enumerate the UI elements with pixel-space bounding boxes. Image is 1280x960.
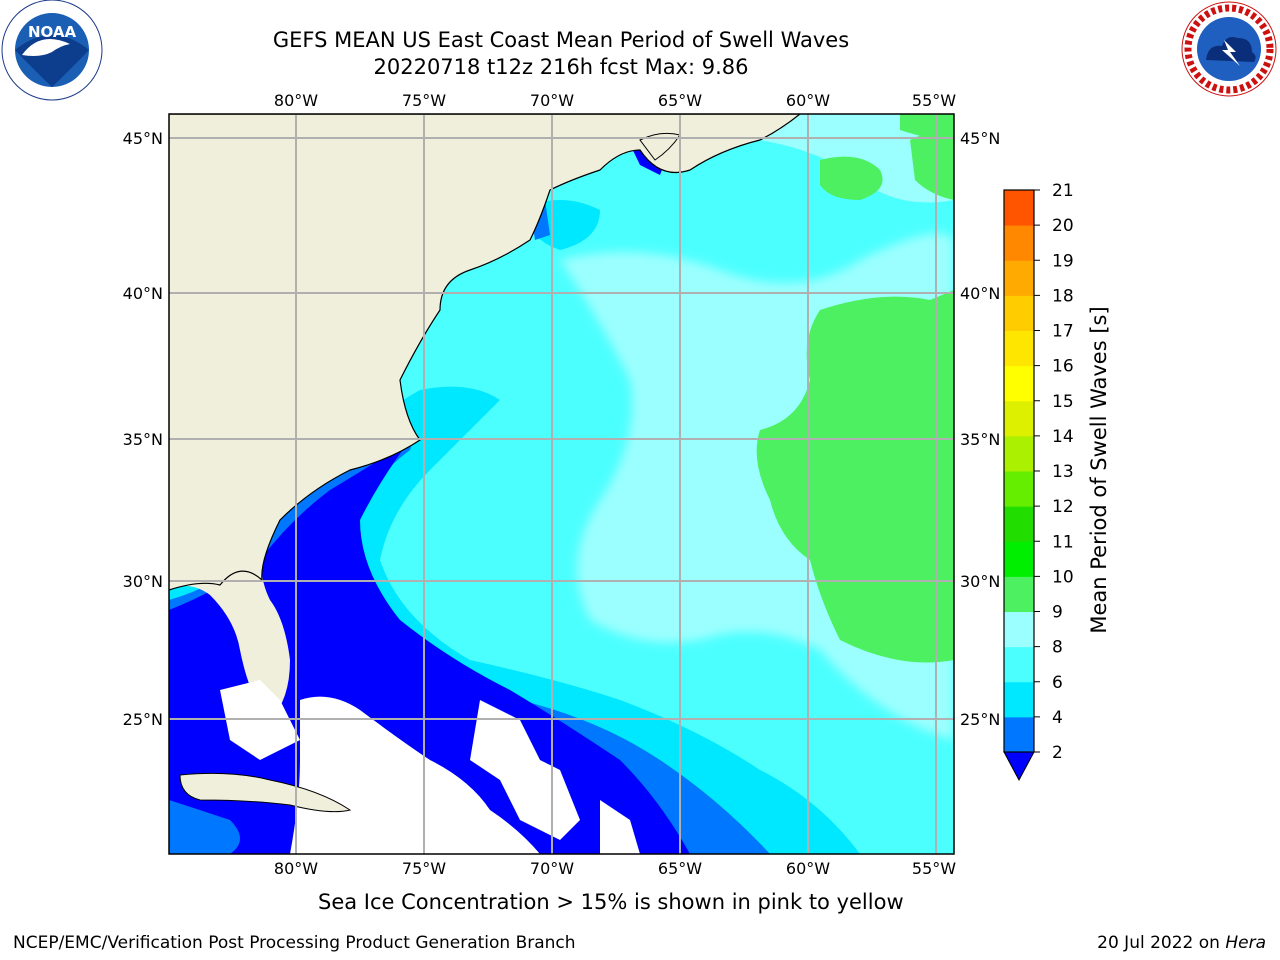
lon-labels-bottom: 80°W 75°W 70°W 65°W 60°W 55°W (274, 859, 956, 878)
lon-labels-top: 80°W 75°W 70°W 65°W 60°W 55°W (274, 91, 956, 110)
lat-label: 40°N (123, 284, 163, 303)
colorbar-tick-label: 19 (1052, 251, 1074, 271)
lon-label: 75°W (402, 91, 446, 110)
lat-labels-left: 45°N 40°N 35°N 30°N 25°N (123, 129, 163, 729)
colorbar-tick-label: 13 (1052, 462, 1074, 482)
colorbar-tick-label: 14 (1052, 427, 1074, 447)
host-name: Hera (1225, 933, 1266, 953)
lat-label: 45°N (123, 129, 163, 148)
colorbar-tick-label: 9 (1052, 603, 1063, 623)
colorbar-segment (1004, 576, 1034, 612)
lat-labels-right: 45°N 40°N 35°N 30°N 25°N (960, 129, 1000, 729)
lat-label: 30°N (960, 572, 1000, 591)
colorbar-tick-label: 18 (1052, 286, 1074, 306)
map-title: GEFS MEAN US East Coast Mean Period of S… (272, 28, 850, 52)
colorbar-tick-label: 2 (1052, 743, 1063, 763)
lon-label: 55°W (912, 91, 956, 110)
lon-label: 80°W (274, 91, 318, 110)
lon-label: 60°W (786, 859, 830, 878)
lat-label: 25°N (123, 710, 163, 729)
lat-label: 45°N (960, 129, 1000, 148)
colorbar-tick-label: 21 (1052, 181, 1074, 201)
colorbar-tick-label: 6 (1052, 673, 1063, 693)
colorbar-tick-label: 11 (1052, 532, 1074, 552)
lat-label: 40°N (960, 284, 1000, 303)
sea-ice-note: Sea Ice Concentration > 15% is shown in … (318, 890, 904, 914)
lon-label: 65°W (658, 91, 702, 110)
lon-label: 80°W (274, 859, 318, 878)
run-date-text: 20 Jul 2022 on (1097, 933, 1226, 953)
lon-label: 55°W (912, 859, 956, 878)
colorbar-tick-label: 17 (1052, 322, 1074, 342)
colorbar-segment (1004, 330, 1034, 367)
run-date: 20 Jul 2022 on Hera (1097, 933, 1266, 953)
colorbar: 2 4 6 8 9 10 11 12 13 14 15 16 17 18 19 20 21 (1003, 181, 1074, 782)
colorbar-segment (1004, 365, 1034, 402)
lat-label: 25°N (960, 710, 1000, 729)
map-subtitle: 20220718 t12z 216h fcst Max: 9.86 (373, 55, 749, 79)
colorbar-tick-label: 10 (1052, 567, 1074, 587)
lat-label: 30°N (123, 572, 163, 591)
colorbar-tick-label: 4 (1052, 708, 1063, 728)
lon-label: 60°W (786, 91, 830, 110)
map-frame (168, 113, 955, 855)
colorbar-tick-label: 16 (1052, 357, 1074, 377)
colorbar-segment (1004, 260, 1034, 296)
colorbar-segment (1004, 646, 1034, 683)
colorbar-segment (1004, 506, 1034, 542)
swell-period-field (169, 114, 954, 854)
lon-label: 75°W (402, 859, 446, 878)
colorbar-segment (1004, 435, 1034, 472)
colorbar-tick-label: 8 (1052, 638, 1063, 658)
colorbar-segment (1004, 295, 1034, 331)
colorbar-segment (1004, 611, 1034, 648)
colorbar-tick-label: 20 (1052, 216, 1074, 236)
lat-label: 35°N (123, 430, 163, 449)
colorbar-segment (1004, 190, 1034, 226)
colorbar-segment (1004, 471, 1034, 507)
gridlines (169, 114, 954, 854)
lon-label: 70°W (530, 859, 574, 878)
colorbar-segment (1004, 681, 1034, 718)
lon-label: 70°W (530, 91, 574, 110)
colorbar-segment (1004, 400, 1034, 437)
colorbar-tick-label: 15 (1052, 392, 1074, 412)
svg-text:NOAA: NOAA (28, 23, 77, 41)
colorbar-segment (1004, 541, 1034, 577)
lon-label: 65°W (658, 859, 702, 878)
noaa-logo: NOAA (1, 0, 103, 101)
producer-credit: NCEP/EMC/Verification Post Processing Pr… (13, 933, 576, 953)
lat-label: 35°N (960, 430, 1000, 449)
colorbar-label: Mean Period of Swell Waves [s] (1087, 306, 1111, 633)
colorbar-segment (1004, 225, 1034, 261)
colorbar-under-extension (1003, 751, 1035, 782)
nws-logo (1181, 1, 1277, 97)
colorbar-tick-label: 12 (1052, 497, 1074, 517)
colorbar-segment (1004, 716, 1034, 753)
